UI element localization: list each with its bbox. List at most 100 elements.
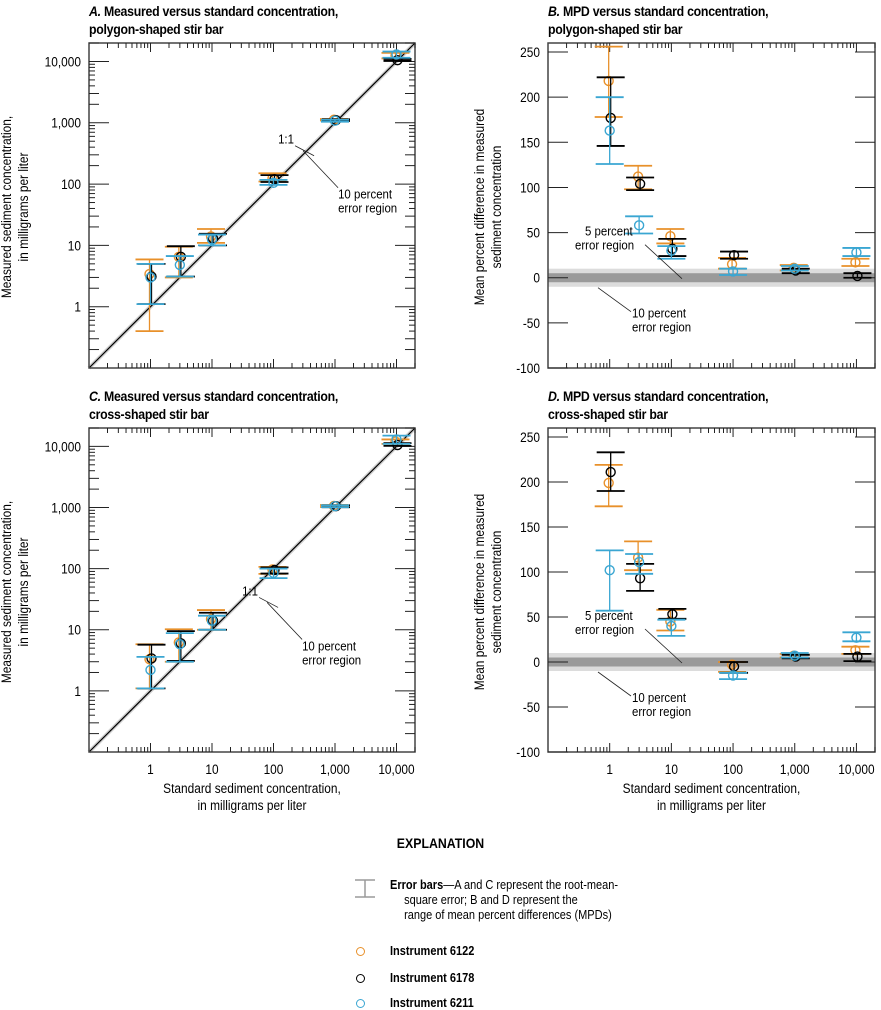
panel-c-xlabel-line1: Standard sediment concentration, <box>163 781 341 796</box>
panel-c-point-instrument-6178 <box>392 439 403 451</box>
panel-d-x-tick-label: 100 <box>723 761 743 777</box>
legend-label-6211: Instrument 6211 <box>390 996 474 1010</box>
legend-label-6122: Instrument 6122 <box>390 944 475 958</box>
panel-d-xlabel: Standard sediment concentration, in milli… <box>568 780 856 814</box>
panel-b-point-instrument-6178 <box>667 243 678 255</box>
panel-d-10pct-label-1: 10 percent <box>632 690 687 705</box>
panel-c-band-label-1: 10 percent <box>302 639 357 654</box>
panel-a-one-to-one-label: 1:1 <box>278 132 294 147</box>
panel-b-point-instrument-6122 <box>788 262 799 273</box>
panel-a-band-label-1: 10 percent <box>338 187 393 202</box>
panel-c-y-tick-label: 1 <box>74 683 81 699</box>
panel-c-point-instrument-6122 <box>205 613 217 625</box>
blue-circle-icon <box>356 999 365 1008</box>
panel-d-xlabel-line1: Standard sediment concentration, <box>622 781 801 796</box>
error-bar-icon <box>355 879 375 898</box>
panel-b-letter: B. <box>548 3 560 19</box>
panel-b-y-tick-label: 100 <box>520 180 540 196</box>
panel-c-x-tick-label: 100 <box>264 761 284 777</box>
panel-b-leader-line <box>644 244 683 280</box>
panel-c-title-line1: Measured versus standard concentration, <box>103 388 339 404</box>
panel-c-point-instrument-6178 <box>146 653 157 664</box>
panel-b-point-instrument-6178 <box>852 270 863 282</box>
panel-b-5pct-label-1: 5 percent <box>585 224 633 239</box>
panel-a-letter: A. <box>89 3 101 19</box>
panel-b-5pct-band <box>548 273 875 283</box>
panel-a-leader-line <box>302 150 339 189</box>
panel-a-point-instrument-6178 <box>392 54 403 66</box>
panel-b-plot-frame <box>547 42 876 369</box>
panel-b-point-instrument-6122 <box>665 230 676 242</box>
panel-c-x-tick-label: 10,000 <box>378 761 414 777</box>
panel-b-point-instrument-6211 <box>727 266 739 277</box>
panel-d-y-tick-label: 150 <box>520 519 540 535</box>
legend-error-bars-desc-3: range of mean percent differences (MPDs) <box>404 908 612 922</box>
black-circle-icon <box>356 974 365 983</box>
panel-c-y-tick-label: 100 <box>61 561 81 577</box>
panel-d-point-instrument-6211 <box>789 650 800 661</box>
legend-error-bars-desc-1: —A and C represent the root-mean- <box>443 878 619 892</box>
panel-b-point-instrument-6122 <box>850 257 861 268</box>
panel-b-y-tick-label: 250 <box>520 44 540 60</box>
panel-d-point-instrument-6211 <box>727 670 739 681</box>
legend-title: EXPLANATION <box>396 835 485 851</box>
panel-a-leader-line <box>294 145 315 157</box>
panel-b-10pct-label-1: 10 percent <box>632 306 687 321</box>
panel-d-letter: D. <box>548 388 560 404</box>
panel-b-title: B. MPD versus standard concentration, po… <box>548 2 769 38</box>
panel-c-point-instrument-6211 <box>329 501 341 512</box>
panel-d-y-tick-label: -100 <box>516 744 540 760</box>
panel-a-point-instrument-6211 <box>206 234 218 245</box>
panel-b-point-instrument-6211 <box>789 263 800 274</box>
panel-c-y-tick-label: 10 <box>68 622 81 638</box>
panel-c-band-label-2: error region <box>302 653 361 668</box>
panel-c-one-to-one-label: 1:1 <box>242 584 258 599</box>
panel-b-point-instrument-6122 <box>632 171 644 182</box>
panel-a-y-tick-label: 1,000 <box>51 115 81 131</box>
panel-d-xlabel-line2: in milligrams per liter <box>657 798 766 813</box>
panel-b-10pct-label-2: error region <box>632 320 691 335</box>
panel-d-leader-line <box>644 628 683 664</box>
panel-a-one-to-one-line <box>88 42 416 369</box>
panel-b-title-line2: polygon-shaped stir bar <box>548 21 683 37</box>
panel-d-title: D. MPD versus standard concentration, cr… <box>548 387 769 423</box>
panel-d-point-instrument-6211 <box>633 556 645 568</box>
panel-c-point-instrument-6211 <box>391 434 402 445</box>
panel-b-point-instrument-6211 <box>666 245 677 256</box>
panel-d-5pct-label-1: 5 percent <box>585 608 633 623</box>
panel-a-point-instrument-6211 <box>145 272 156 283</box>
panel-b-y-tick-label: -50 <box>523 315 540 331</box>
panel-c-leader-line <box>258 597 279 608</box>
panel-b-point-instrument-6178 <box>605 112 616 124</box>
panel-b-leader-line <box>597 287 632 313</box>
panel-c-one-to-one-line <box>88 427 416 753</box>
panel-d-point-instrument-6178 <box>605 466 616 478</box>
panel-d-point-instrument-6211 <box>666 620 677 632</box>
panel-d-x-tick-label: 1,000 <box>780 761 810 777</box>
panel-c-point-instrument-6178 <box>175 638 187 649</box>
panel-a-point-instrument-6211 <box>268 177 279 188</box>
panel-c-plot-frame <box>88 427 416 753</box>
panel-c-point-instrument-6211 <box>145 664 156 676</box>
panel-d-y-tick-label: 100 <box>520 564 540 580</box>
panel-d-point-instrument-6122 <box>665 616 676 627</box>
panel-d-title-line1: MPD versus standard concentration, <box>562 388 769 404</box>
panel-a-title-line1: Measured versus standard concentration, <box>103 3 339 19</box>
legend-error-bars-text: Error bars—A and C represent the root-me… <box>390 878 636 923</box>
panel-b-5pct-label-2: error region <box>575 238 634 253</box>
panel-b-y-tick-label: -100 <box>516 360 540 376</box>
panel-c-point-instrument-6211 <box>268 567 279 579</box>
panel-d-10pct-label-2: error region <box>632 704 691 719</box>
panel-c-title-line2: cross-shaped stir bar <box>89 406 209 422</box>
panel-b-y-tick-label: 50 <box>527 225 540 241</box>
legend-error-bars-label: Error bars <box>390 878 444 892</box>
panel-c-x-tick-label: 1,000 <box>320 761 350 777</box>
panel-a-point-instrument-6211 <box>174 259 186 271</box>
panel-d-title-line2: cross-shaped stir bar <box>548 406 668 422</box>
panel-d-plot-frame <box>547 427 876 753</box>
panel-a-y-tick-label: 100 <box>61 176 81 192</box>
panel-a-title: A. Measured versus standard concentratio… <box>89 2 338 38</box>
panel-c-x-tick-label: 1 <box>147 761 154 777</box>
orange-circle-icon <box>356 947 365 956</box>
